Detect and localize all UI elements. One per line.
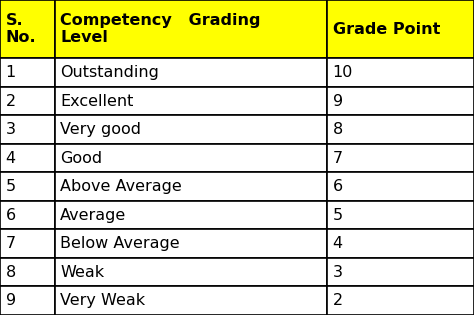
- Bar: [55, 58, 327, 87]
- Text: Above Average: Above Average: [60, 179, 182, 194]
- Text: 1: 1: [6, 65, 16, 80]
- Bar: [55, 229, 327, 258]
- Bar: [55, 115, 327, 144]
- Text: Competency   Grading
Level: Competency Grading Level: [60, 13, 261, 45]
- Text: 3: 3: [333, 265, 343, 280]
- Bar: [327, 172, 474, 201]
- Text: S.
No.: S. No.: [6, 13, 36, 45]
- Text: Below Average: Below Average: [60, 236, 180, 251]
- Bar: [327, 144, 474, 172]
- Bar: [0, 229, 55, 258]
- Text: Outstanding: Outstanding: [60, 65, 159, 80]
- Text: 8: 8: [333, 122, 343, 137]
- Bar: [327, 58, 474, 87]
- Bar: [327, 0, 474, 58]
- Text: 6: 6: [333, 179, 343, 194]
- Text: Average: Average: [60, 208, 127, 223]
- Text: Very good: Very good: [60, 122, 141, 137]
- Text: 4: 4: [333, 236, 343, 251]
- Bar: [0, 58, 55, 87]
- Text: 3: 3: [6, 122, 16, 137]
- Text: 7: 7: [333, 151, 343, 166]
- Bar: [0, 87, 55, 115]
- Bar: [327, 229, 474, 258]
- Bar: [55, 144, 327, 172]
- Text: 5: 5: [6, 179, 16, 194]
- Text: 10: 10: [333, 65, 353, 80]
- Bar: [55, 286, 327, 315]
- Text: Weak: Weak: [60, 265, 104, 280]
- Bar: [0, 172, 55, 201]
- Text: Excellent: Excellent: [60, 94, 134, 109]
- Bar: [55, 172, 327, 201]
- Text: 2: 2: [333, 293, 343, 308]
- Bar: [327, 87, 474, 115]
- Bar: [0, 0, 55, 58]
- Text: 4: 4: [6, 151, 16, 166]
- Bar: [0, 258, 55, 286]
- Bar: [0, 286, 55, 315]
- Bar: [327, 258, 474, 286]
- Text: 5: 5: [333, 208, 343, 223]
- Text: Very Weak: Very Weak: [60, 293, 146, 308]
- Text: 7: 7: [6, 236, 16, 251]
- Text: 2: 2: [6, 94, 16, 109]
- Text: 6: 6: [6, 208, 16, 223]
- Bar: [0, 201, 55, 229]
- Text: Grade Point: Grade Point: [333, 22, 440, 37]
- Bar: [327, 115, 474, 144]
- Bar: [55, 258, 327, 286]
- Text: 9: 9: [333, 94, 343, 109]
- Bar: [55, 87, 327, 115]
- Bar: [55, 201, 327, 229]
- Text: Good: Good: [60, 151, 102, 166]
- Text: 8: 8: [6, 265, 16, 280]
- Bar: [55, 0, 327, 58]
- Bar: [0, 115, 55, 144]
- Bar: [0, 144, 55, 172]
- Bar: [327, 201, 474, 229]
- Text: 9: 9: [6, 293, 16, 308]
- Bar: [327, 286, 474, 315]
